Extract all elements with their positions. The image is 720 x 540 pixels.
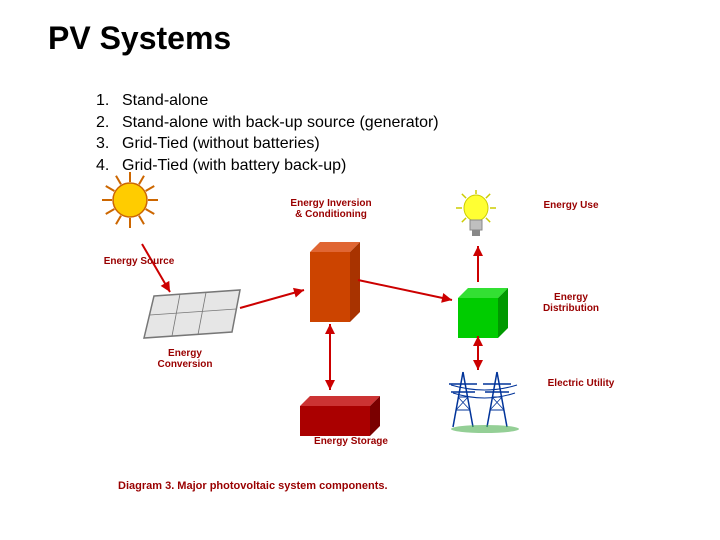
list-number: 3. (96, 133, 122, 155)
list-text: Grid-Tied (without batteries) (122, 133, 320, 155)
list-text: Stand-alone with back-up source (generat… (122, 112, 439, 134)
label-energy-use: Energy Use (526, 200, 616, 211)
diagram-caption: Diagram 3. Major photovoltaic system com… (118, 480, 388, 492)
list-number: 2. (96, 112, 122, 134)
list-item: 1. Stand-alone (96, 90, 439, 112)
pv-components-diagram: Energy Source Energy Conversion Energy I… (100, 200, 630, 500)
label-energy-storage: Energy Storage (306, 436, 396, 447)
list-text: Stand-alone (122, 90, 208, 112)
label-energy-inversion: Energy Inversion & Conditioning (286, 198, 376, 220)
list-item: 2. Stand-alone with back-up source (gene… (96, 112, 439, 134)
list-item: 3. Grid-Tied (without batteries) (96, 133, 439, 155)
label-energy-conversion: Energy Conversion (140, 348, 230, 370)
label-energy-distribution: Energy Distribution (526, 292, 616, 314)
list-number: 1. (96, 90, 122, 112)
label-electric-utility: Electric Utility (536, 378, 626, 389)
slide: PV Systems 1. Stand-alone 2. Stand-alone… (0, 0, 720, 540)
label-energy-source: Energy Source (94, 256, 184, 267)
page-title: PV Systems (48, 20, 231, 57)
system-type-list: 1. Stand-alone 2. Stand-alone with back-… (96, 90, 439, 176)
